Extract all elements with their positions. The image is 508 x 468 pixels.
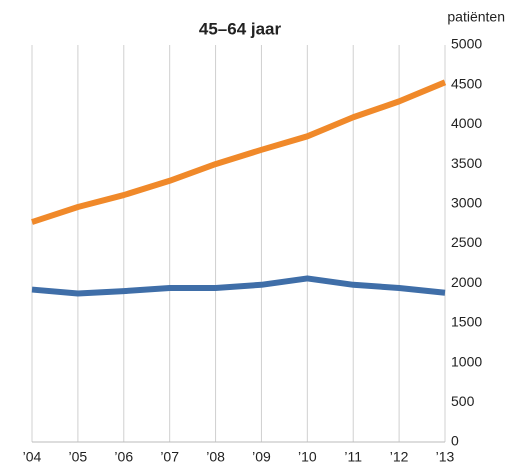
x-tick-label: ’05 (69, 449, 88, 465)
chart-title: 45–64 jaar (199, 19, 282, 38)
x-tick-label: ’06 (114, 449, 133, 465)
y-tick-label: 2500 (451, 234, 482, 250)
y-axis-label: patiënten (447, 9, 505, 25)
y-tick-label: 5000 (451, 36, 482, 52)
series-line (31, 275, 446, 297)
y-tick-label: 500 (451, 393, 475, 409)
x-tick-label: ’10 (298, 449, 317, 465)
x-tick-label: ’04 (23, 449, 42, 465)
y-tick-label: 0 (451, 433, 459, 449)
series-line (31, 79, 447, 225)
y-tick-label: 4000 (451, 115, 482, 131)
y-tick-label: 2000 (451, 274, 482, 290)
x-tick-label: ’09 (252, 449, 271, 465)
y-tick-label: 3500 (451, 155, 482, 171)
x-tick-label: ’13 (436, 449, 455, 465)
x-tick-label: ’07 (160, 449, 179, 465)
x-tick-label: ’08 (206, 449, 225, 465)
x-tick-label: ’12 (390, 449, 409, 465)
y-tick-label: 3000 (451, 195, 482, 211)
y-tick-label: 1000 (451, 353, 482, 369)
x-tick-label: ’11 (344, 449, 362, 465)
y-tick-label: 1500 (451, 314, 482, 330)
y-tick-label: 4500 (451, 75, 482, 91)
